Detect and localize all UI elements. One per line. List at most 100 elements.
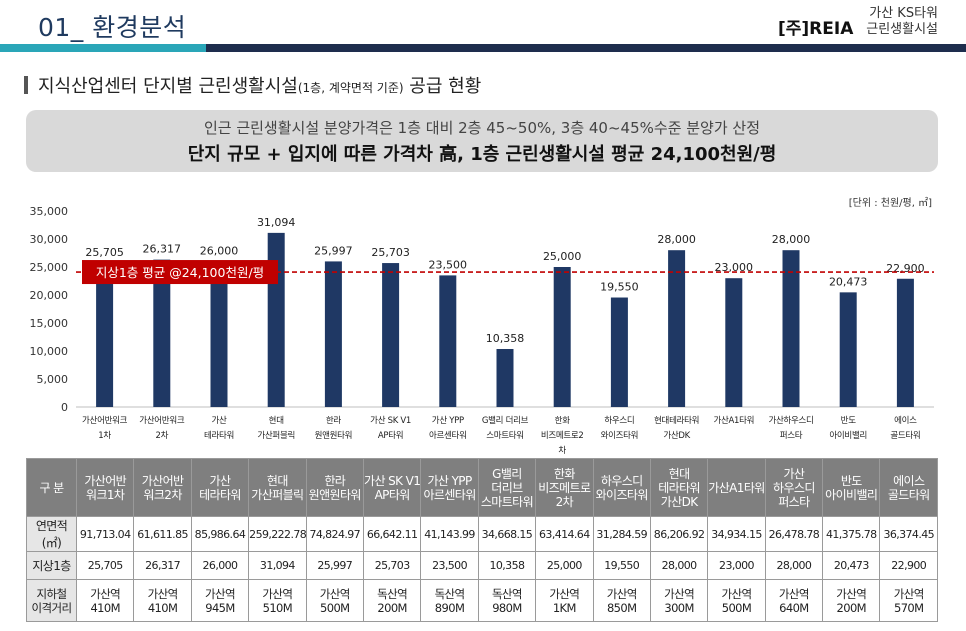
cell-line: 가산 — [783, 466, 805, 481]
cell-line: 640M — [779, 600, 809, 615]
table-cell: 26,317 — [133, 551, 192, 580]
column-header: 현대 테라타워 가산DK — [649, 458, 709, 517]
table-cell: 25,705 — [75, 551, 135, 580]
cell-line: 23,500 — [432, 559, 467, 572]
column-header: 한라 원앤원타워 — [305, 458, 364, 517]
cell-line: 가산역 — [664, 586, 695, 601]
cell-line: 워크1차 — [86, 487, 125, 502]
cell-line: 가산 YPP — [427, 473, 472, 488]
cell-line: 와이즈타워 — [595, 487, 649, 502]
cell-line: 2차 — [555, 494, 574, 509]
cell-line: 10,358 — [489, 559, 525, 572]
x-tick-label: AP타워 — [378, 431, 403, 441]
table-cell: 91,713.04 — [75, 516, 135, 552]
x-tick-label: 아르센타워 — [429, 430, 467, 441]
x-tick-label: 가산 SK V1 — [370, 415, 411, 426]
cell-line: 가산역 — [262, 586, 293, 601]
column-header: 가산 SK V1 AP타워 — [362, 458, 422, 517]
section-title: 01_ 환경분석 — [38, 13, 187, 42]
table-cell: 34,668.15 — [477, 516, 537, 552]
x-tick-label: 가산퍼블릭 — [257, 430, 295, 441]
table-cell: 36,374.45 — [879, 516, 938, 552]
y-tick-label: 20,000 — [30, 289, 69, 302]
bar-value-label: 25,000 — [543, 250, 582, 263]
unit-label: [단위 : 천원/평, ㎡] — [848, 198, 932, 209]
x-tick-label: 에이스 — [894, 415, 917, 426]
table-cell: 20,473 — [822, 551, 881, 580]
cell-line: 한화 — [553, 466, 575, 481]
summary-line-2: 단지 규모 + 입지에 따른 가격차 高, 1층 근린생활시설 평균 24,10… — [187, 144, 777, 165]
bar — [382, 263, 400, 407]
table-cell: 가산역 1KM — [535, 579, 594, 622]
table-cell: 가산역 570M — [879, 579, 938, 622]
cell-line: 850M — [606, 600, 637, 615]
cell-line: 가산 SK V1 — [364, 473, 421, 488]
cell-line: 91,713.04 — [79, 527, 131, 541]
cell-line: 26,478.78 — [768, 527, 820, 541]
column-header: 에이스 골드타워 — [879, 458, 938, 517]
cell-line: 한라 — [324, 473, 346, 488]
table-row: 지상1층 25,705 26,317 26,000 31,094 25,997 25,703… — [26, 551, 938, 580]
cell-line: 가산 — [209, 473, 231, 488]
bar — [153, 259, 171, 407]
x-tick-label: 한라 — [326, 416, 342, 426]
bar-value-label: 28,000 — [772, 233, 811, 246]
cell-line: 테라타워 — [658, 480, 700, 495]
cell-line: 86,206.92 — [653, 527, 705, 541]
cell-line: 25,703 — [374, 559, 410, 572]
cell-line: 26,317 — [145, 559, 181, 572]
cell-line: 300M — [664, 600, 694, 615]
cell-line: 하우스디 — [773, 480, 815, 495]
cell-line: 259,222.78 — [249, 527, 307, 541]
x-tick-label: 비즈메트로2 — [541, 431, 584, 441]
bar-value-label: 26,000 — [200, 244, 239, 257]
cell-line: 현대 — [668, 466, 690, 481]
cell-line: 가산어반 — [141, 473, 184, 488]
cell-line: 22,900 — [891, 559, 927, 572]
table-cell: 독산역 890M — [420, 579, 479, 622]
cell-line: 스마트타워 — [480, 494, 534, 509]
cell-line: 연면적(㎡) — [35, 519, 68, 550]
column-header: 한화 비즈메트로 2차 — [535, 458, 594, 517]
table-cell: 61,611.85 — [133, 516, 192, 552]
x-tick-label: 골드타워 — [890, 431, 920, 441]
cell-line: 비즈메트로 — [538, 480, 591, 495]
column-header: 현대 가산퍼블릭 — [248, 458, 307, 517]
column-header: 가산A1타워 — [707, 458, 766, 517]
cell-line: 가산역 — [205, 586, 236, 601]
cell-line: 19,550 — [604, 559, 640, 572]
x-tick-label: 가산 — [211, 415, 227, 426]
table-cell: 25,703 — [362, 551, 422, 580]
bar — [839, 292, 857, 407]
cell-line: 570M — [893, 600, 924, 615]
table-header-label: 구 분 — [26, 458, 77, 517]
project-line-1: 가산 KS타워 — [869, 6, 938, 21]
cell-line: 28,000 — [776, 559, 812, 572]
x-tick-label: 현대테라타워 — [654, 416, 699, 426]
cell-line: 23,000 — [719, 559, 754, 572]
cell-line: 66,642.11 — [366, 527, 418, 541]
cell-line: 아르센타워 — [423, 487, 476, 502]
bar-value-label: 10,358 — [486, 332, 525, 345]
x-tick-label: 현대 — [269, 416, 284, 426]
x-tick-label: 퍼스타 — [780, 431, 803, 441]
cell-line: 980M — [492, 600, 522, 615]
column-header: 가산 하우스디 퍼스타 — [764, 458, 824, 517]
table-cell: 가산역 945M — [190, 579, 250, 622]
cell-line: G밸리 — [492, 466, 522, 481]
bar — [96, 263, 114, 407]
table-cell: 63,414.64 — [535, 516, 594, 552]
cell-line: 이격거리 — [31, 600, 73, 615]
cell-line: 500M — [721, 600, 752, 615]
cell-line: 가산퍼블릭 — [251, 487, 304, 502]
cell-line: 퍼스타 — [778, 494, 810, 509]
data-table: 구 분 가산어반 워크1차 가산어반 워크2차 가산 테라타워 현대 가산퍼블릭 한라 원앤원타워 가… — [26, 458, 938, 622]
bar-value-label: 28,000 — [657, 233, 696, 246]
cell-line: 41,143.99 — [424, 527, 475, 541]
brand-logo: [주]REIA — [778, 19, 854, 39]
table-cell: 가산역 500M — [707, 579, 766, 622]
table-cell: 가산역 500M — [305, 579, 364, 622]
x-tick-label: G밸리 더리브 — [482, 415, 529, 426]
table-cell: 28,000 — [764, 551, 824, 580]
cell-line: 410M — [147, 600, 178, 615]
